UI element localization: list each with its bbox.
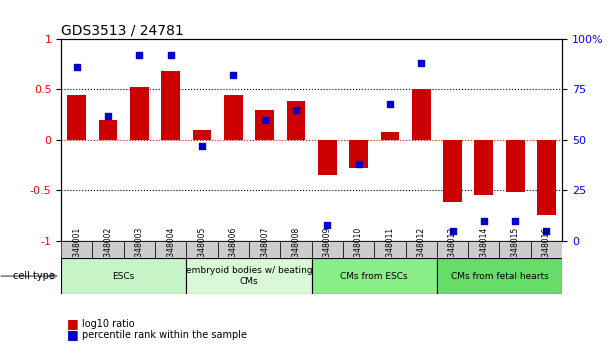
Text: cell type: cell type — [13, 271, 55, 281]
Point — [354, 161, 364, 167]
Bar — [500, 241, 531, 258]
Bar — [349, 140, 368, 168]
Bar — [318, 140, 337, 175]
Text: GDS3513 / 24781: GDS3513 / 24781 — [61, 24, 184, 38]
Text: embryoid bodies w/ beating
CMs: embryoid bodies w/ beating CMs — [186, 267, 312, 286]
Bar — [155, 241, 186, 258]
Text: GSM348002: GSM348002 — [104, 227, 112, 273]
Bar — [343, 241, 375, 258]
Text: ESCs: ESCs — [112, 272, 135, 281]
Point — [134, 52, 144, 58]
Bar — [192, 130, 211, 140]
Point — [229, 73, 238, 78]
Bar — [280, 241, 312, 258]
Point — [166, 52, 175, 58]
Text: GSM348008: GSM348008 — [291, 227, 301, 273]
Text: GSM348014: GSM348014 — [480, 227, 488, 273]
Bar — [437, 241, 468, 258]
Text: GSM348003: GSM348003 — [135, 226, 144, 273]
Point — [385, 101, 395, 106]
Text: GSM348005: GSM348005 — [197, 226, 207, 273]
Bar — [406, 241, 437, 258]
Text: GSM348015: GSM348015 — [511, 227, 519, 273]
Bar — [374, 241, 406, 258]
Text: GSM348010: GSM348010 — [354, 227, 363, 273]
Point — [323, 222, 332, 227]
Bar — [218, 241, 249, 258]
Point — [291, 107, 301, 113]
Point — [510, 218, 520, 223]
Text: GSM348001: GSM348001 — [72, 227, 81, 273]
Bar — [443, 140, 462, 202]
Bar — [531, 241, 562, 258]
Bar — [186, 258, 312, 294]
Bar — [475, 140, 493, 195]
Point — [479, 218, 489, 223]
Text: percentile rank within the sample: percentile rank within the sample — [82, 330, 247, 339]
Text: GSM348016: GSM348016 — [542, 227, 551, 273]
Bar — [255, 110, 274, 140]
Bar — [99, 120, 117, 140]
Bar — [537, 140, 556, 216]
Bar — [161, 71, 180, 140]
Text: GSM348011: GSM348011 — [386, 227, 394, 273]
Bar — [224, 96, 243, 140]
Point — [541, 228, 551, 234]
Text: GSM348006: GSM348006 — [229, 226, 238, 273]
Bar — [287, 102, 306, 140]
Bar — [186, 241, 218, 258]
Point — [416, 60, 426, 66]
Bar — [312, 241, 343, 258]
Bar — [92, 241, 123, 258]
Text: CMs from ESCs: CMs from ESCs — [340, 272, 408, 281]
Bar — [123, 241, 155, 258]
Bar — [312, 258, 437, 294]
Bar — [61, 258, 186, 294]
Bar — [412, 90, 431, 140]
Point — [448, 228, 458, 234]
Bar — [249, 241, 280, 258]
Bar — [506, 140, 524, 192]
Bar — [130, 87, 149, 140]
Text: ■: ■ — [67, 328, 79, 341]
Point — [72, 64, 82, 70]
Bar — [437, 258, 562, 294]
Point — [103, 113, 113, 119]
Point — [260, 117, 269, 122]
Text: CMs from fetal hearts: CMs from fetal hearts — [451, 272, 548, 281]
Text: GSM348012: GSM348012 — [417, 227, 426, 273]
Bar — [468, 241, 500, 258]
Text: GSM348007: GSM348007 — [260, 226, 269, 273]
Text: log10 ratio: log10 ratio — [82, 319, 135, 329]
Bar — [67, 96, 86, 140]
Text: GSM348013: GSM348013 — [448, 227, 457, 273]
Text: GSM348004: GSM348004 — [166, 226, 175, 273]
Text: ■: ■ — [67, 318, 79, 330]
Text: GSM348009: GSM348009 — [323, 226, 332, 273]
Bar — [381, 132, 400, 140]
Bar — [61, 241, 92, 258]
Point — [197, 143, 207, 149]
